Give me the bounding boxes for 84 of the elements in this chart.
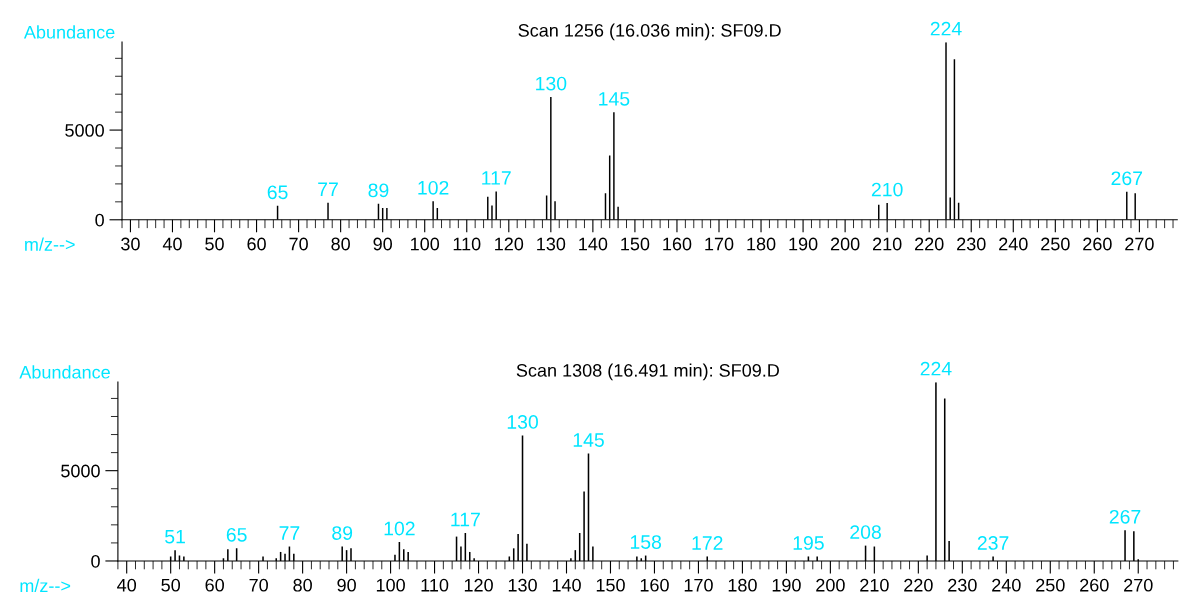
x-tick-label: 180: [728, 578, 757, 592]
x-tick-label: 240: [999, 237, 1028, 251]
x-tick-label: 230: [948, 578, 977, 592]
x-axis-title: m/z-->: [20, 578, 71, 593]
x-tick-label: 160: [640, 578, 669, 592]
annotation: 237: [977, 536, 1009, 550]
x-tick-label: 150: [621, 237, 650, 251]
annotation: 130: [507, 415, 538, 429]
x-tick-label: 60: [205, 578, 224, 592]
y-tick-label: 5000: [61, 464, 100, 478]
x-tick-label: 250: [1041, 237, 1070, 251]
x-tick-label: 190: [789, 237, 818, 251]
x-tick-label: 170: [684, 578, 713, 592]
y-axis-title: Abundance: [23, 25, 115, 39]
annotation: 158: [630, 535, 662, 549]
x-tick-label: 180: [747, 237, 776, 251]
annotation: 77: [318, 182, 338, 196]
chart-title: Scan 1256 (16.036 min): SF09.D: [518, 23, 781, 41]
annotation: 77: [279, 526, 300, 540]
x-tick-label: 120: [495, 237, 524, 251]
annotation: 208: [850, 525, 881, 539]
x-tick-label: 140: [552, 578, 581, 592]
x-tick-label: 270: [1124, 578, 1153, 592]
x-tick-label: 100: [376, 578, 405, 592]
x-tick-label: 220: [915, 237, 944, 251]
x-tick-label: 30: [121, 237, 140, 251]
annotation: 117: [451, 512, 480, 527]
x-tick-label: 110: [453, 237, 481, 251]
x-tick-label: 90: [337, 578, 356, 592]
x-tick-label: 150: [596, 578, 625, 592]
x-tick-label: 110: [421, 578, 449, 592]
annotation: 210: [871, 182, 903, 197]
x-tick-label: 170: [705, 237, 734, 251]
annotation: 51: [165, 529, 185, 544]
y-axis-title: Abundance: [19, 365, 110, 379]
x-tick-label: 160: [663, 237, 692, 251]
x-tick-label: 90: [373, 237, 393, 251]
x-tick-label: 230: [957, 237, 986, 251]
x-tick-label: 210: [860, 578, 889, 592]
x-tick-label: 140: [579, 237, 608, 251]
x-tick-label: 270: [1125, 237, 1154, 251]
annotation: 65: [226, 527, 247, 542]
x-tick-label: 40: [162, 237, 182, 251]
annotation: 117: [482, 171, 511, 185]
annotation: 267: [1109, 509, 1141, 524]
x-tick-label: 130: [508, 578, 537, 592]
annotation: 89: [368, 183, 389, 198]
x-tick-label: 100: [411, 237, 440, 251]
y-tick-label: 0: [95, 213, 104, 227]
x-tick-label: 80: [331, 237, 350, 251]
chart-title: Scan 1308 (16.491 min): SF09.D: [516, 363, 779, 381]
x-tick-label: 80: [293, 578, 312, 592]
x-tick-label: 130: [537, 237, 566, 251]
x-tick-label: 260: [1080, 578, 1109, 592]
y-tick-label: 0: [91, 554, 100, 568]
x-axis-title: m/z-->: [25, 237, 75, 251]
x-tick-label: 240: [992, 578, 1021, 592]
annotation: 224: [930, 21, 962, 36]
annotation: 89: [332, 526, 353, 540]
annotation: 224: [920, 361, 952, 376]
x-tick-label: 120: [464, 578, 493, 592]
x-tick-label: 50: [161, 578, 181, 592]
annotation: 145: [573, 433, 604, 447]
x-tick-label: 190: [772, 578, 801, 592]
x-tick-label: 200: [816, 578, 845, 592]
annotation: 102: [384, 521, 415, 536]
annotation: 145: [599, 92, 630, 106]
x-tick-label: 220: [904, 578, 933, 592]
annotation: 102: [418, 180, 449, 195]
x-tick-label: 50: [205, 237, 224, 251]
annotation: 130: [536, 76, 567, 91]
x-tick-label: 70: [289, 237, 308, 251]
x-tick-label: 60: [247, 237, 266, 251]
x-tick-label: 40: [117, 578, 137, 592]
annotation: 65: [267, 185, 288, 200]
x-tick-label: 70: [249, 578, 268, 592]
annotation: 267: [1111, 171, 1143, 186]
x-tick-label: 260: [1083, 237, 1112, 251]
x-tick-label: 250: [1036, 578, 1065, 592]
y-tick-label: 5000: [65, 124, 104, 137]
annotation: 172: [692, 536, 723, 550]
annotation: 195: [793, 536, 824, 550]
x-tick-label: 200: [830, 237, 860, 251]
x-tick-label: 210: [873, 237, 902, 251]
